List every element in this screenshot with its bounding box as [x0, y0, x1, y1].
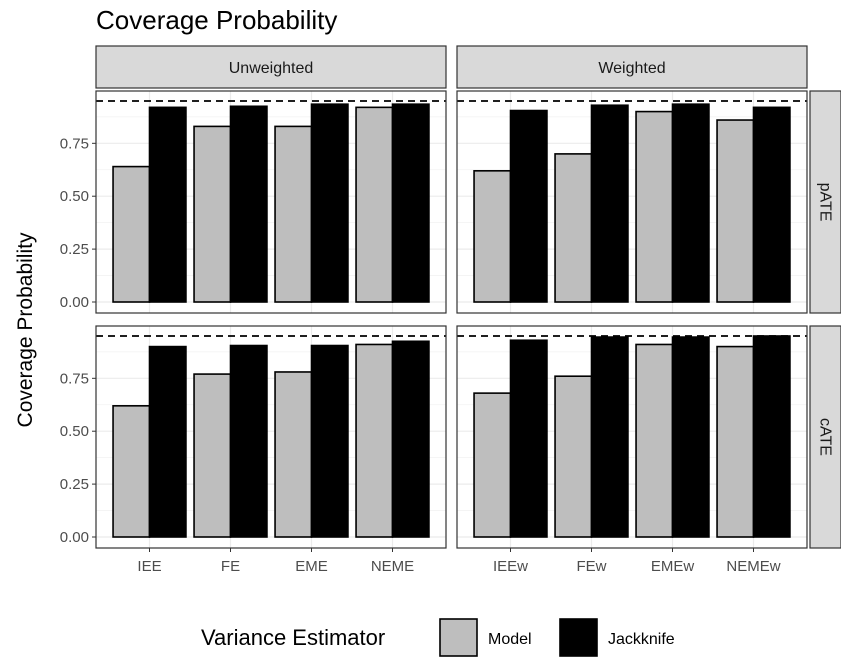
legend-label-model: Model: [488, 631, 532, 648]
chart-title: Coverage Probability: [96, 5, 337, 35]
legend-label-jackknife: Jackknife: [608, 631, 675, 648]
row-strip-label: pATE: [817, 183, 834, 222]
y-tick-label: 0.50: [60, 188, 89, 205]
y-tick-label: 0.00: [60, 529, 89, 546]
row-strip-pate: [809, 90, 841, 314]
column-strip-unweighted: [95, 45, 447, 89]
column-strip-label: Weighted: [598, 60, 665, 77]
panel-border: [456, 90, 808, 314]
bar-model-ieew: [473, 392, 512, 538]
bar-jackknife-nemew: [752, 106, 791, 303]
column-strip-weighted: [456, 45, 808, 89]
bar-jackknife-fe: [229, 344, 268, 538]
bar-jackknife-emew: [671, 103, 710, 303]
legend-title: Variance Estimator: [201, 625, 385, 650]
y-tick-label: 0.25: [60, 241, 89, 258]
bar-jackknife-ieew: [509, 109, 548, 303]
bar-model-emew: [635, 343, 674, 538]
legend-swatch-model: [439, 618, 478, 657]
bar-model-iee: [112, 165, 151, 303]
facet-panels: Unweighted WeightedpATEcATE0.000.250.500.…: [60, 45, 841, 575]
bar-model-fe: [193, 125, 232, 303]
y-tick-label: 0.25: [60, 476, 89, 493]
legend: Variance Estimator Model Jackknife: [201, 618, 675, 657]
panel-weighted-pate: [456, 90, 808, 314]
y-tick-label: 0.75: [60, 135, 89, 152]
panel-unweighted-cate: 0.00 0.25 0.50 0.75 IEE FE EME NEME: [60, 325, 447, 575]
bar-model-ieew: [473, 170, 512, 303]
bar-jackknife-nemew: [752, 335, 791, 538]
bar-jackknife-eme: [310, 103, 349, 303]
column-strip-label: Unweighted: [229, 60, 314, 77]
bar-model-eme: [274, 125, 313, 303]
bar-jackknife-ieew: [509, 339, 548, 538]
bar-jackknife-emew: [671, 336, 710, 538]
y-tick-label: 0.75: [60, 370, 89, 387]
panel-border: [95, 90, 447, 314]
bar-jackknife-iee: [148, 106, 187, 303]
bar-model-nemew: [716, 345, 755, 538]
row-strip-cate: [809, 325, 841, 549]
bar-jackknife-iee: [148, 345, 187, 538]
bar-jackknife-few: [590, 104, 629, 303]
panel-weighted-cate: IEEw FEw EMEw NEMEw: [456, 325, 808, 575]
bar-jackknife-fe: [229, 105, 268, 303]
panel-border: [95, 325, 447, 549]
bar-model-nemew: [716, 119, 755, 303]
x-tick-label: IEEw: [493, 558, 528, 575]
x-tick-label: EME: [295, 558, 328, 575]
bar-model-neme: [355, 343, 394, 538]
x-tick-label: FE: [221, 558, 240, 575]
x-tick-label: NEMEw: [726, 558, 780, 575]
bar-model-emew: [635, 110, 674, 303]
bar-model-eme: [274, 371, 313, 538]
legend-swatch-jackknife: [559, 618, 598, 657]
row-strip-label: cATE: [817, 418, 834, 456]
y-axis-label: Coverage Probability: [14, 232, 37, 427]
bar-model-few: [554, 375, 593, 538]
x-tick-label: EMEw: [651, 558, 695, 575]
bar-jackknife-eme: [310, 344, 349, 538]
bar-jackknife-neme: [391, 103, 430, 303]
x-tick-label: FEw: [577, 558, 607, 575]
x-tick-label: NEME: [371, 558, 414, 575]
bar-jackknife-few: [590, 336, 629, 538]
panel-unweighted-pate: 0.00 0.25 0.50 0.75: [60, 90, 447, 314]
bar-model-iee: [112, 405, 151, 538]
y-tick-label: 0.00: [60, 294, 89, 311]
bar-model-fe: [193, 373, 232, 538]
y-tick-label: 0.50: [60, 423, 89, 440]
bar-model-few: [554, 153, 593, 303]
bar-model-neme: [355, 106, 394, 303]
panel-border: [456, 325, 808, 549]
x-tick-label: IEE: [137, 558, 161, 575]
bar-jackknife-neme: [391, 340, 430, 538]
